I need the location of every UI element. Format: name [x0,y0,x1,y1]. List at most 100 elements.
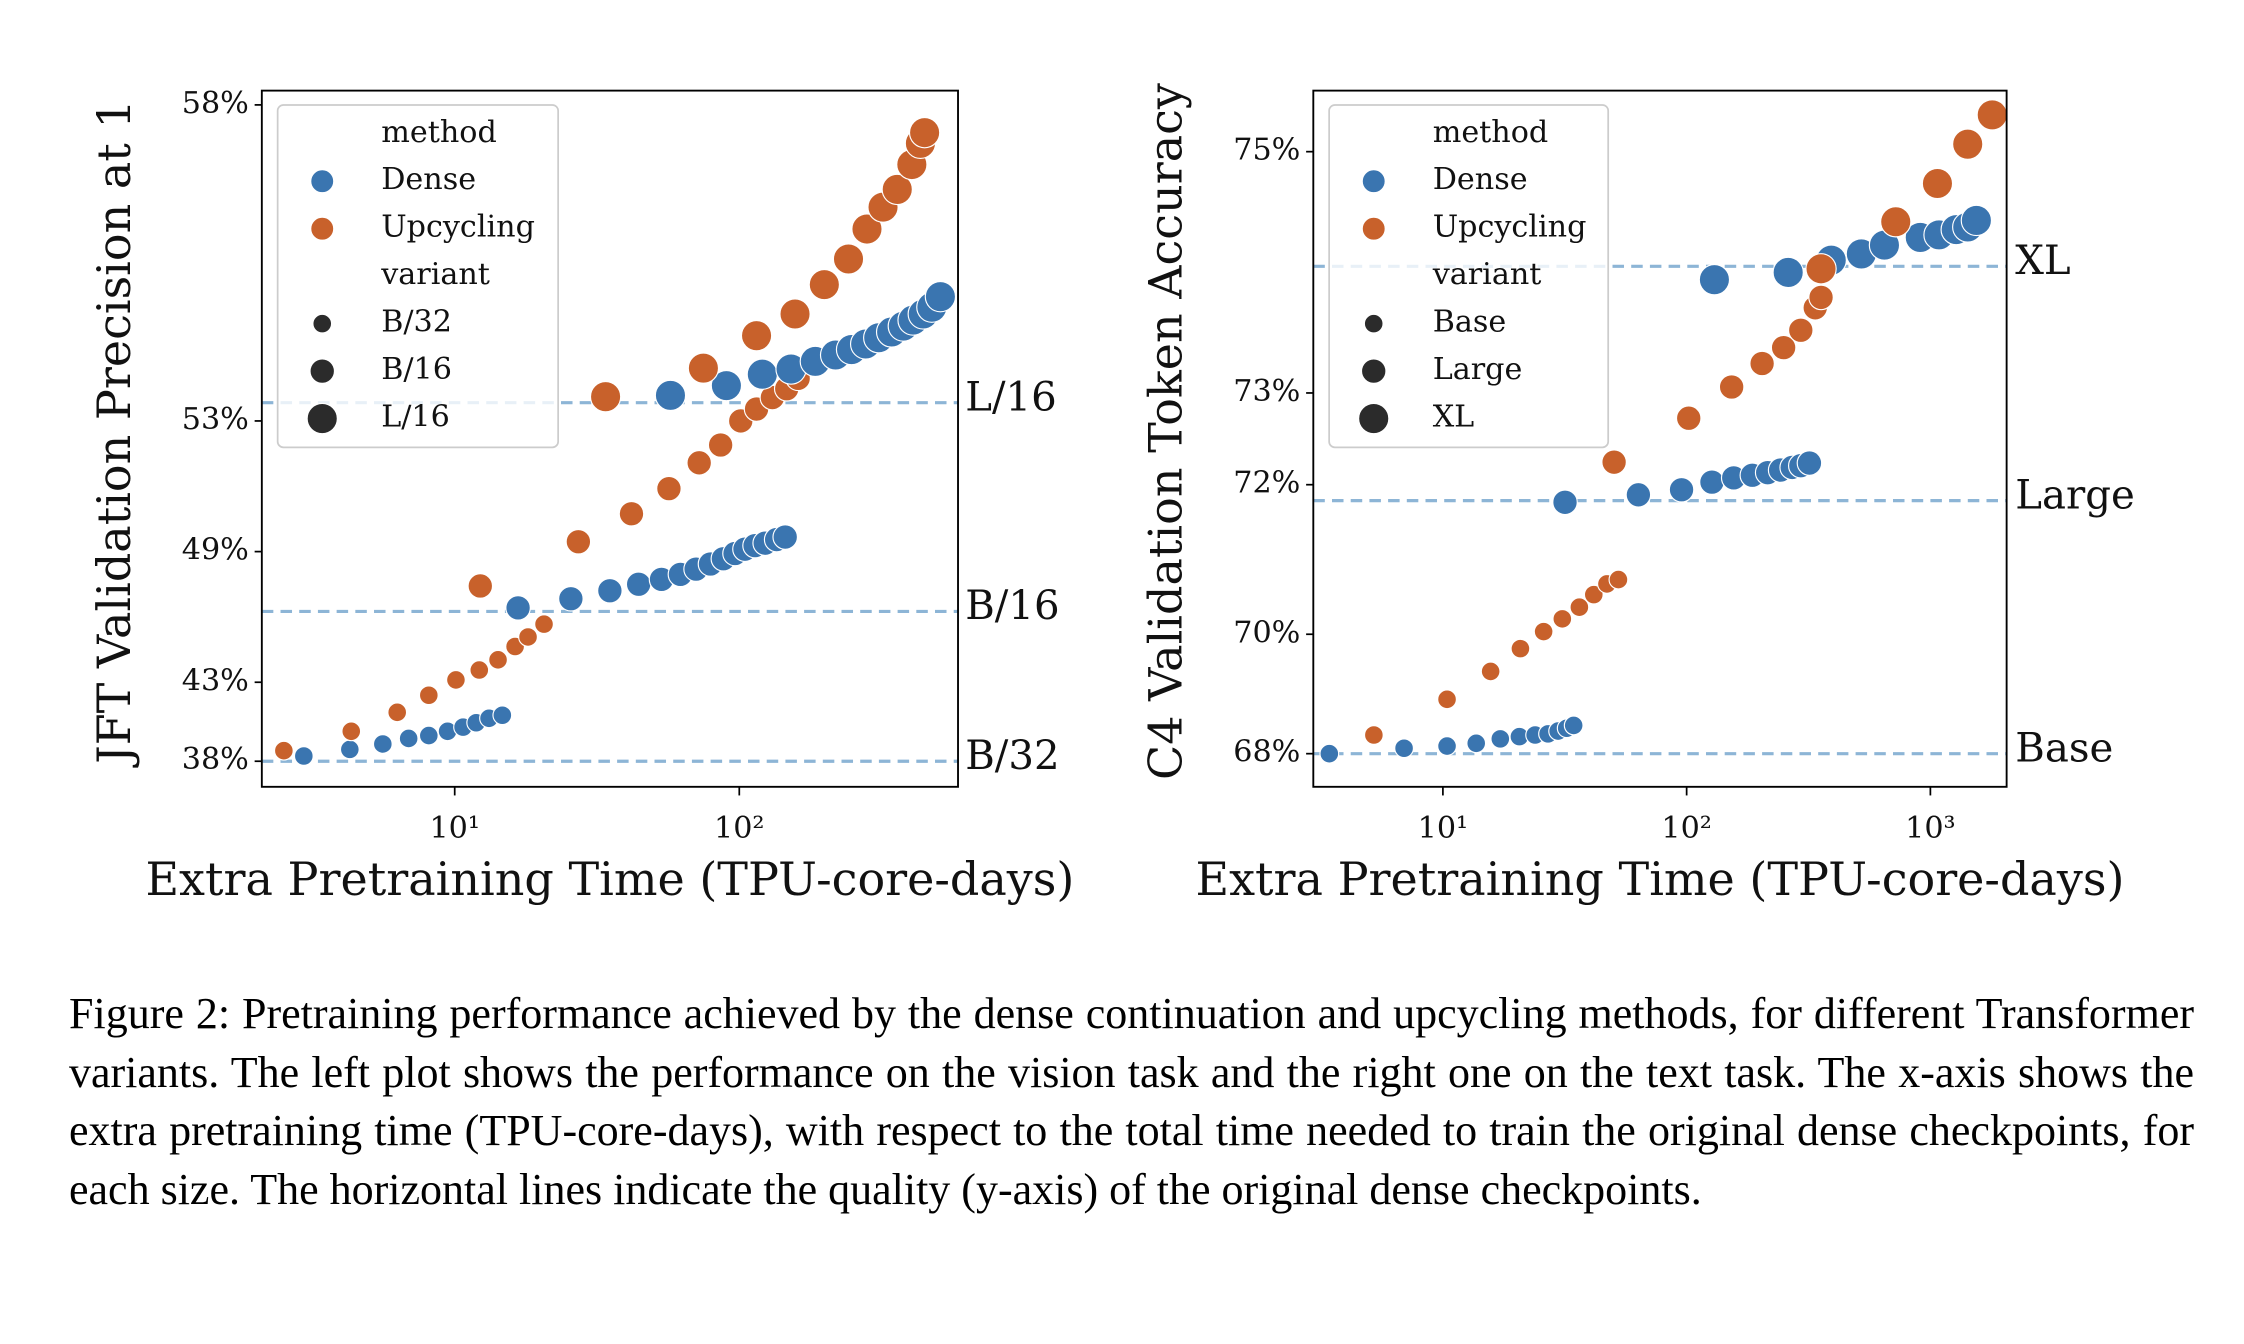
y-tick-label: 72% [1233,466,1300,501]
axes-frame [260,89,959,788]
point [418,725,439,746]
point [1787,317,1814,344]
legend-label: Dense [1433,162,1528,197]
point [1437,736,1457,756]
point [1718,374,1745,400]
legend-label: L/16 [381,400,450,435]
point [656,475,682,502]
point [1976,99,2008,131]
point [618,500,645,527]
point [398,728,419,749]
point [1699,469,1725,495]
legend-box [1328,104,1610,449]
legend-title: variant [1432,257,1542,292]
point [446,669,466,690]
y-tick-label: 75% [1233,133,1300,168]
point [1668,476,1695,503]
point [1480,661,1501,682]
legend-label: B/16 [381,352,452,387]
point [1796,450,1823,476]
point [707,432,734,458]
point [1319,743,1340,764]
reference-label: B/16 [965,583,1059,629]
y-tick-label: 49% [182,533,249,568]
point [589,381,622,413]
x-tick-label: 10² [1661,811,1712,846]
axes-frame [1312,89,2008,788]
legend-title: variant [380,257,490,292]
legend-label: Large [1433,352,1523,387]
x-tick-label: 10³ [1905,811,1956,846]
point [341,721,362,742]
caption: Figure 2: Pretraining performance achiev… [69,989,2194,1214]
point [339,739,360,760]
x-axis-label: Extra Pretraining Time (TPU-core-days) [145,852,1074,906]
point [1583,584,1604,605]
point [687,352,720,384]
point [293,746,314,766]
point [1394,738,1415,759]
legend-label: XL [1433,400,1475,435]
y-tick-label: 58% [182,86,249,121]
legend-marker [310,216,335,241]
point [1466,733,1487,754]
figure: B/32 B/16 L/16 38% 43% 49% 53% 58% 10¹ 10² Extra P… [87,83,2135,906]
y-tick-label: 68% [1233,735,1300,770]
legend-label: Base [1433,305,1507,340]
legend-marker [310,169,335,194]
reference-label: XL [2015,238,2070,284]
reference-label: Large [2015,472,2135,518]
point [1552,489,1578,516]
point [1952,128,1984,160]
point [772,524,799,550]
point [1960,204,1993,237]
legend-marker [1363,313,1384,334]
legend-label: Upcycling [1433,210,1587,245]
y-tick-label: 38% [182,742,249,777]
legend-title: method [381,115,497,150]
point [1625,482,1652,508]
legend-label: Upcycling [381,210,535,245]
point [372,734,393,754]
legend-marker [1360,358,1387,384]
y-tick-label: 43% [182,663,249,698]
point [505,595,531,621]
x-tick-label: 10¹ [429,811,480,846]
legend-label: Dense [381,162,476,197]
point [686,450,712,476]
point [1772,256,1804,289]
point [1563,715,1584,736]
point [625,571,652,598]
legend-marker [1361,216,1386,241]
point [1675,405,1702,432]
point [534,614,554,635]
point [851,213,883,245]
point [273,740,294,761]
point [565,528,592,555]
legend-marker [306,402,338,435]
reference-label: Base [2015,725,2113,771]
point [924,280,957,313]
point [1490,728,1511,749]
point [1921,167,1954,200]
point [387,702,408,723]
point [908,116,941,149]
point [1805,253,1837,285]
point [469,660,490,680]
reference-label: L/16 [965,374,1057,420]
point [740,320,773,352]
point [1510,638,1531,659]
point [1749,350,1775,377]
point [1880,206,1912,238]
legend-title: method [1433,115,1549,150]
point [1808,284,1834,311]
point [1363,725,1384,745]
legend-marker [312,313,333,334]
reference-label: B/32 [965,733,1059,779]
y-tick-label: 70% [1233,615,1300,650]
point [558,585,584,612]
point [832,243,865,275]
point [418,685,439,706]
point [1552,608,1573,629]
